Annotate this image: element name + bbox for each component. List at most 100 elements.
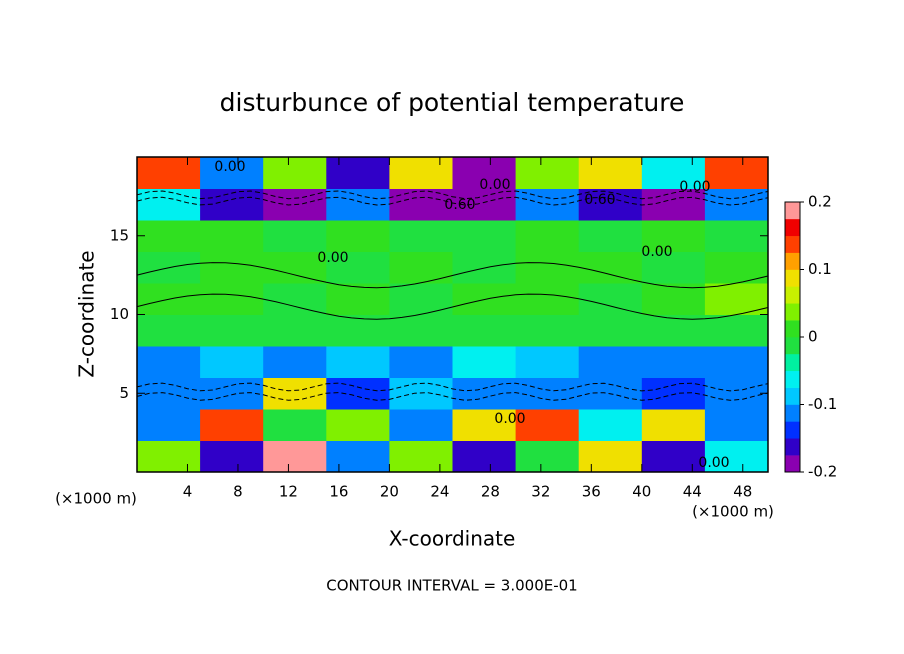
heat-cell [515, 377, 580, 410]
heat-cell [452, 157, 517, 189]
x-unit-label: (×1000 m) [692, 503, 774, 521]
contour-line [136, 392, 769, 401]
heat-cell [641, 251, 706, 284]
contour-label: 0.00 [698, 455, 729, 471]
x-tick-label: 20 [380, 483, 399, 501]
contour-line [136, 382, 769, 392]
heat-cell [326, 188, 390, 221]
heat-cell [137, 157, 201, 189]
heat-cell [263, 346, 327, 378]
heat-cell [200, 346, 264, 378]
x-axis-label: X-coordinate [389, 527, 516, 551]
heat-cell [326, 251, 390, 284]
colorbar-tick-label: 0.2 [808, 193, 832, 211]
heat-cell [200, 251, 264, 284]
contour-label: 0.00 [679, 179, 710, 195]
heat-cell [326, 440, 390, 473]
x-tick-label: 16 [329, 483, 348, 501]
y-tick-label: 10 [110, 305, 129, 323]
contour-line [136, 190, 769, 200]
heat-cell [389, 251, 453, 284]
heat-cell [641, 283, 706, 315]
x-tick-label: 24 [430, 483, 449, 501]
heat-cell [389, 346, 453, 378]
heat-cell [452, 283, 517, 315]
heat-cell [326, 314, 390, 347]
x-tick-label: 4 [183, 483, 193, 501]
colorbar-band [785, 320, 800, 338]
heat-cell [578, 283, 643, 315]
colorbar-band [785, 387, 800, 405]
heat-cell [704, 157, 769, 189]
heat-cell [389, 157, 453, 189]
colorbar-band [785, 303, 800, 321]
x-tick-label: 8 [233, 483, 243, 501]
heat-cell [704, 283, 769, 315]
contour-label: 0.00 [641, 244, 672, 260]
heat-cell [515, 440, 580, 473]
heat-cell [263, 314, 327, 347]
contour-line [136, 293, 769, 320]
heat-cell [263, 157, 327, 189]
heat-cell [200, 220, 264, 252]
heat-cell [641, 377, 706, 410]
colorbar-tick-label: -0.2 [808, 463, 837, 481]
heat-cell [389, 440, 453, 473]
heat-cell [200, 314, 264, 347]
heat-cell [704, 346, 769, 378]
x-tick-label: 40 [632, 483, 651, 501]
heat-cell [263, 377, 327, 410]
x-tick-label: 44 [683, 483, 702, 501]
colorbar-band [785, 202, 800, 220]
heat-cell [326, 346, 390, 378]
heat-cell [578, 251, 643, 284]
heat-cell [452, 409, 517, 441]
footer-note: CONTOUR INTERVAL = 3.000E-01 [326, 577, 577, 595]
heat-cell [137, 188, 201, 221]
heat-cell [578, 157, 643, 189]
colorbar-band [785, 438, 800, 456]
heat-cell [578, 409, 643, 441]
heat-cell [137, 409, 201, 441]
heat-cell [704, 440, 769, 473]
heat-cell [704, 314, 769, 347]
heat-cell [704, 251, 769, 284]
heat-cell [200, 157, 264, 189]
heat-cell [578, 188, 643, 221]
heat-cell [515, 157, 580, 189]
heat-cell [641, 409, 706, 441]
heat-cell [389, 283, 453, 315]
heat-cell [326, 157, 390, 189]
y-tick-label: 15 [110, 226, 129, 244]
heat-cell [704, 220, 769, 252]
heat-cell [452, 251, 517, 284]
heat-cell [452, 220, 517, 252]
y-axis-label: Z-coordinate [75, 250, 99, 377]
heat-cell [200, 409, 264, 441]
heat-cell [326, 409, 390, 441]
heat-cell [452, 346, 517, 378]
heat-cell [263, 283, 327, 315]
heat-cell [641, 314, 706, 347]
contour-label: 0.00 [479, 177, 510, 193]
heat-cell [578, 220, 643, 252]
heat-cell [578, 440, 643, 473]
heat-cell [389, 409, 453, 441]
heat-cell [515, 251, 580, 284]
colorbar-band [785, 337, 800, 355]
colorbar-tick-label: 0 [808, 328, 818, 346]
chart-title: disturbunce of potential temperature [220, 88, 685, 117]
heat-cell [200, 440, 264, 473]
heat-cell [704, 409, 769, 441]
x-tick-label: 36 [582, 483, 601, 501]
colorbar-tick-label: 0.1 [808, 260, 832, 278]
heat-cell [578, 314, 643, 347]
heat-cell [137, 440, 201, 473]
heat-cell [389, 377, 453, 410]
heat-cell [326, 283, 390, 315]
heat-cell [200, 283, 264, 315]
heat-cell [200, 377, 264, 410]
heat-cell [641, 440, 706, 473]
colorbar-band [785, 421, 800, 439]
colorbar-tick-label: -0.1 [808, 395, 837, 413]
